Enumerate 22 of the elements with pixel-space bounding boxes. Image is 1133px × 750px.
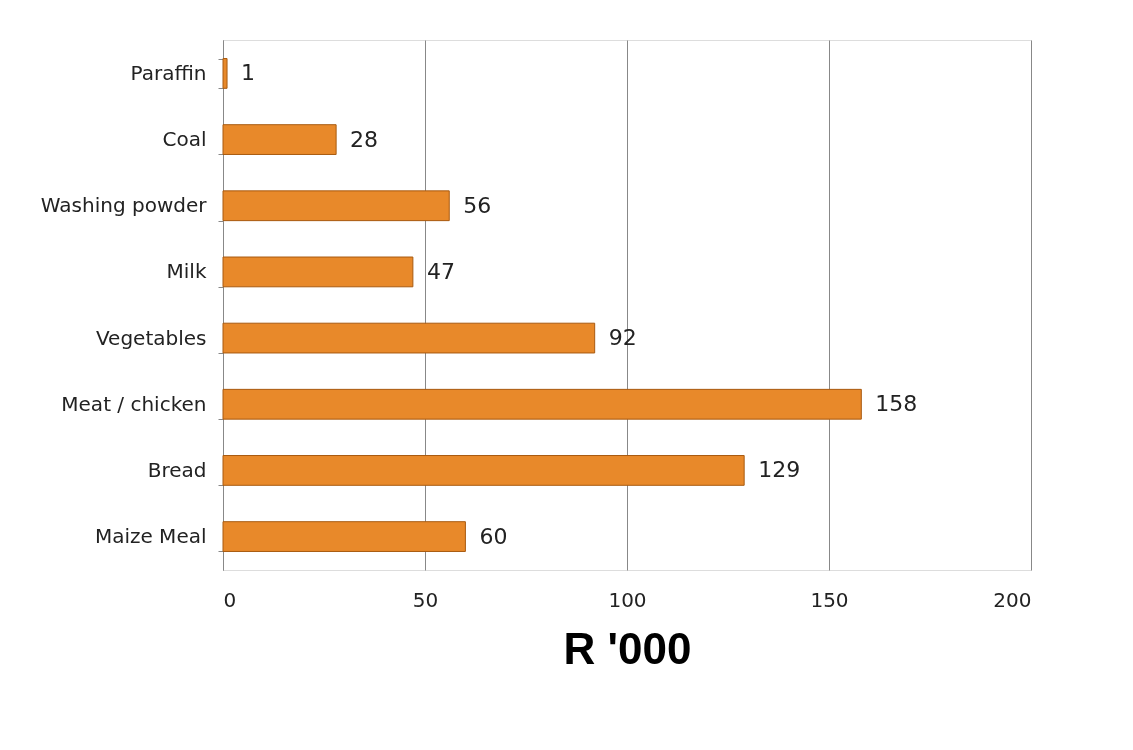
data-label: 28 — [350, 126, 379, 152]
data-label: 158 — [875, 391, 918, 417]
x-tick-label: 0 — [223, 587, 237, 612]
x-axis-title: R '000 — [563, 623, 692, 673]
x-tick-label: 100 — [608, 587, 647, 612]
data-label: 92 — [608, 325, 637, 351]
x-tick-label: 50 — [412, 587, 439, 612]
y-tick-label: Coal — [162, 127, 207, 152]
x-tick-label: 150 — [810, 587, 849, 612]
data-label: 60 — [479, 523, 508, 549]
data-label: 56 — [463, 192, 492, 218]
data-label: 129 — [758, 457, 801, 483]
y-tick-label: Milk — [166, 259, 207, 284]
y-tick-label: Bread — [147, 457, 207, 482]
y-tick-label: Paraffin — [130, 60, 207, 85]
y-tick-label: Meat / chicken — [61, 391, 207, 416]
x-tick-label: 200 — [993, 587, 1032, 612]
data-label: 47 — [426, 258, 455, 284]
y-tick-label: Washing powder — [40, 193, 208, 218]
data-label: 1 — [241, 60, 256, 86]
y-tick-label: Vegetables — [95, 325, 207, 350]
y-tick-label: Maize Meal — [94, 524, 207, 549]
